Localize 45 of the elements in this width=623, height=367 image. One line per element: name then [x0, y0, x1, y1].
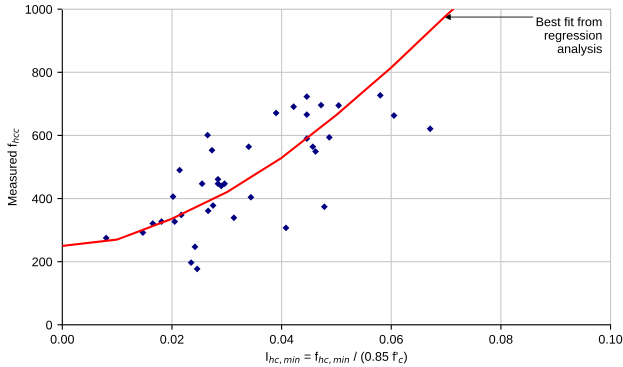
point: [170, 193, 176, 200]
point: [171, 218, 178, 225]
x-tick-label: 0.00: [50, 334, 74, 344]
point: [303, 93, 310, 100]
point: [245, 143, 252, 150]
x-tick-label: 0.10: [598, 334, 622, 344]
point: [194, 266, 201, 272]
point: [282, 224, 290, 232]
x-tick-label: 0.02: [160, 334, 184, 344]
point: [210, 202, 216, 209]
point: [312, 148, 319, 155]
y-tick-label: 0: [46, 320, 52, 330]
x-tick-label: 0.04: [270, 334, 294, 344]
point: [198, 180, 206, 188]
point: [208, 146, 216, 154]
x-tick-label: 0.06: [380, 334, 403, 344]
x-axis-title: I$_{hc,min}$ = f$_{hc,min}$ / (0.85 f'$_{c}$): [266, 352, 407, 364]
y-tick-label: 1000: [26, 4, 52, 14]
point: [335, 102, 342, 109]
point: [221, 180, 228, 188]
line-series: [62, 9, 454, 247]
point: [204, 132, 211, 139]
point: [192, 243, 198, 250]
point: [247, 194, 254, 201]
y-axis-title: Measured f$_{hcc}$: [8, 128, 19, 206]
x-tick-label: 0.08: [489, 334, 513, 344]
point: [309, 143, 316, 150]
point: [188, 259, 195, 266]
point: [376, 92, 384, 99]
point: [204, 207, 212, 214]
y-tick-label: 200: [32, 257, 52, 266]
y-tick-label: 800: [32, 68, 52, 77]
annotation: Best fit from regression analysis: [536, 17, 602, 56]
y-tick-label: 400: [32, 194, 52, 204]
point: [290, 103, 298, 110]
y-tick-label: 600: [32, 131, 52, 140]
point: [320, 203, 328, 210]
point: [318, 102, 324, 109]
point: [303, 111, 310, 118]
point: [326, 134, 333, 141]
point: [230, 214, 238, 222]
point: [176, 166, 184, 174]
point: [272, 110, 280, 116]
point: [426, 125, 434, 132]
point: [390, 112, 398, 119]
